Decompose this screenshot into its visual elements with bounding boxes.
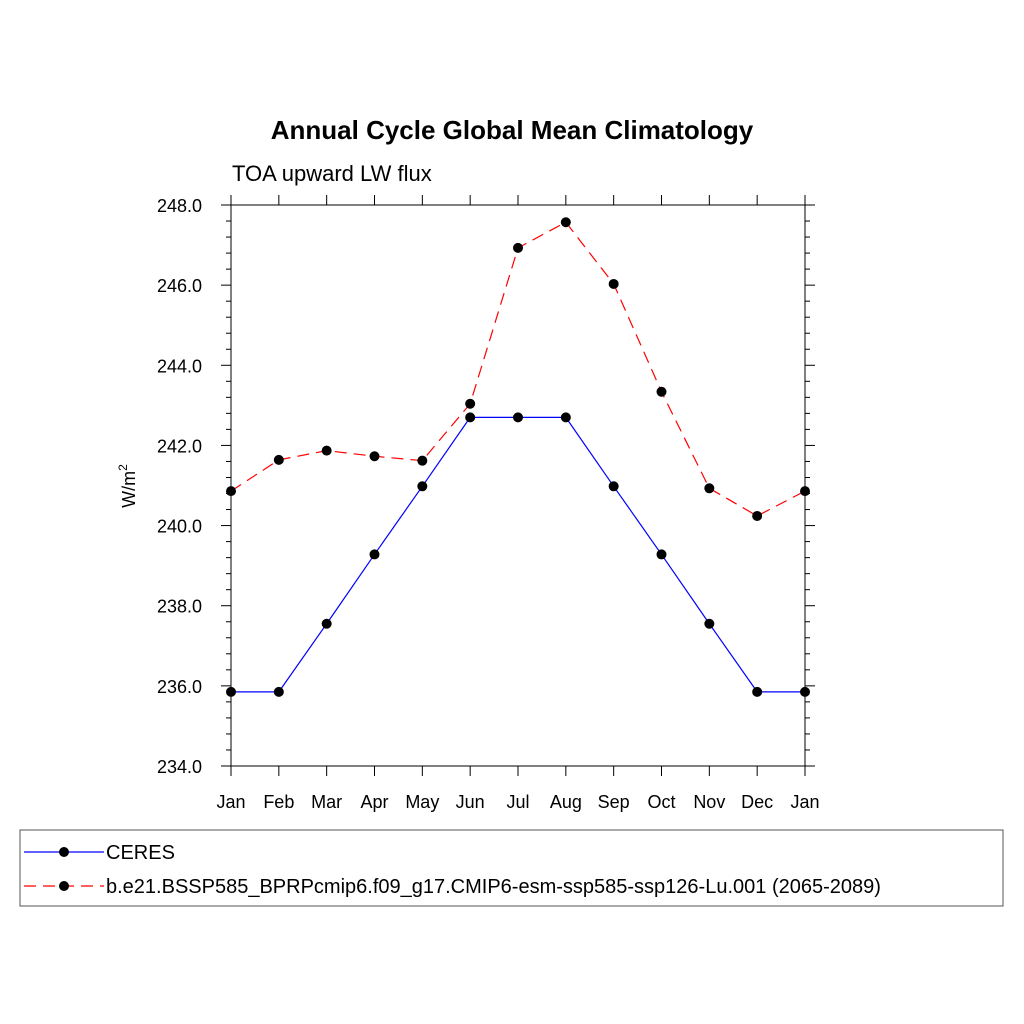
data-point-model — [417, 455, 428, 466]
data-point-model — [752, 510, 763, 521]
data-point-model — [273, 454, 284, 465]
data-point-ceres — [321, 618, 332, 629]
x-tick-label: Jan — [216, 792, 245, 812]
y-tick-label: 248.0 — [157, 196, 202, 216]
data-point-ceres — [369, 549, 380, 560]
data-point-ceres — [800, 686, 810, 697]
x-tick-label: Mar — [311, 792, 342, 812]
legend-marker-model — [59, 881, 69, 891]
data-point-ceres — [656, 549, 667, 560]
x-tick-label: Jul — [506, 792, 529, 812]
x-tick-label: Jan — [790, 792, 819, 812]
series-line-model — [230, 221, 806, 517]
legend-marker-ceres — [59, 847, 69, 857]
data-markers — [226, 217, 810, 697]
legend-label-ceres: CERES — [106, 842, 175, 864]
data-point-model — [560, 217, 571, 228]
legend: CERES b.e21.BSSP585_BPRPcmip6.f09_g17.CMI… — [19, 829, 1004, 907]
y-tick-label: 238.0 — [157, 597, 202, 617]
plot-frame — [230, 204, 806, 767]
data-point-ceres — [513, 412, 523, 423]
data-point-model — [704, 483, 715, 494]
chart-subtitle: TOA upward LW flux — [232, 161, 432, 186]
y-tick-label: 242.0 — [157, 436, 202, 456]
y-axis-label-superscript: 2 — [116, 464, 130, 471]
data-point-ceres — [226, 686, 236, 697]
data-point-model — [226, 486, 236, 497]
x-tick-label: Aug — [550, 792, 582, 812]
data-point-ceres — [704, 618, 715, 629]
x-tick-label: Dec — [741, 792, 773, 812]
x-tick-label: May — [405, 792, 439, 812]
y-tick-label: 236.0 — [157, 677, 202, 697]
svg-text:W/m2: W/m2 — [116, 464, 139, 508]
data-point-model — [608, 278, 619, 289]
x-tick-label: Apr — [360, 792, 388, 812]
y-tick-label: 234.0 — [157, 757, 202, 777]
data-point-model — [513, 242, 523, 253]
data-point-model — [465, 398, 476, 409]
plot-axes: Jan Feb Mar Apr May Jun Jul Aug Sep Oct Nov Dec Jan 2… — [157, 195, 820, 812]
data-point-model — [656, 386, 667, 397]
x-tick-label: Nov — [693, 792, 725, 812]
legend-label-model: b.e21.BSSP585_BPRPcmip6.f09_g17.CMIP6-es… — [106, 876, 881, 898]
data-point-ceres — [273, 686, 284, 697]
chart-title: Annual Cycle Global Mean Climatology — [271, 115, 754, 145]
x-tick-label: Jun — [456, 792, 485, 812]
data-point-model — [800, 486, 810, 497]
data-point-ceres — [608, 481, 619, 492]
y-tick-label: 246.0 — [157, 276, 202, 296]
legend-box — [19, 829, 1004, 907]
x-tick-label: Oct — [647, 792, 675, 812]
x-tick-label: Sep — [598, 792, 630, 812]
data-point-model — [369, 451, 380, 462]
data-point-ceres — [417, 481, 428, 492]
series-lines — [230, 221, 806, 693]
series-line-ceres — [231, 416, 805, 693]
data-point-ceres — [752, 686, 763, 697]
y-tick-label: 240.0 — [157, 517, 202, 537]
y-axis-label-text: W/m — [119, 471, 139, 508]
data-point-ceres — [560, 412, 571, 423]
y-tick-label: 244.0 — [157, 356, 202, 376]
x-tick-label: Feb — [263, 792, 294, 812]
data-point-ceres — [465, 412, 476, 423]
y-axis-label: W/m2 — [116, 464, 139, 508]
data-point-model — [321, 445, 332, 456]
